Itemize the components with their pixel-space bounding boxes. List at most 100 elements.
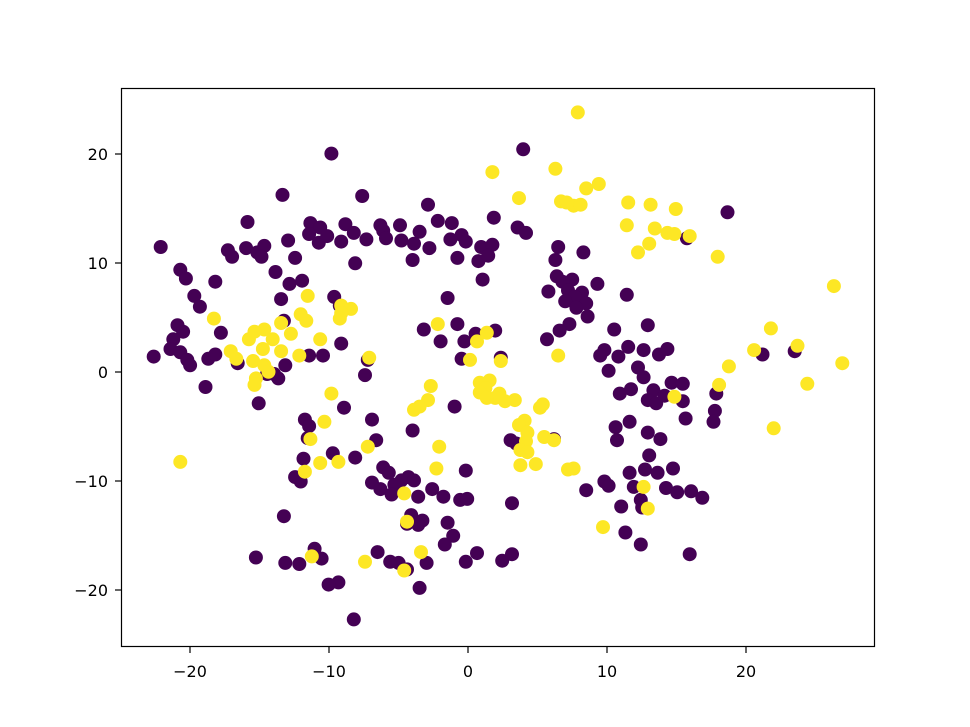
scatter-point-yellow (507, 393, 522, 408)
scatter-point-purple (419, 555, 434, 570)
scatter-point-purple (450, 250, 465, 265)
scatter-point-purple (393, 218, 407, 233)
scatter-point-yellow (299, 313, 314, 328)
scatter-point-yellow (255, 342, 270, 356)
scatter-point-purple (433, 334, 448, 349)
scatter-point-purple (324, 146, 339, 161)
scatter-point-purple (619, 287, 634, 302)
scatter-point-purple (633, 537, 648, 552)
scatter-point-purple (337, 400, 351, 415)
scatter-point-purple (622, 465, 637, 480)
y-tick-label: 0 (98, 363, 108, 382)
scatter-point-purple (358, 368, 372, 383)
scatter-point-purple (678, 411, 693, 426)
scatter-point-purple (440, 515, 455, 530)
scatter-point-purple (541, 284, 556, 299)
scatter-point-purple (275, 187, 290, 202)
scatter-point-yellow (619, 218, 634, 233)
scatter-point-yellow (579, 181, 594, 196)
scatter-point-purple (334, 234, 349, 249)
scatter-point-purple (348, 256, 363, 271)
scatter-point-purple (706, 414, 721, 429)
scatter-point-yellow (570, 105, 585, 120)
scatter-point-yellow (360, 439, 375, 454)
scatter-point-purple (251, 396, 266, 411)
scatter-point-yellow (712, 377, 727, 392)
y-tick-label: 20 (88, 145, 108, 164)
scatter-point-purple (659, 481, 673, 495)
scatter-point-purple (359, 232, 374, 247)
scatter-point-purple (334, 336, 349, 351)
scatter-point-yellow (682, 229, 697, 244)
scatter-point-purple (274, 292, 289, 307)
plot-frame (120, 87, 876, 648)
x-tick-label: 0 (463, 662, 473, 681)
scatter-point-purple (458, 234, 473, 249)
scatter-point-purple (282, 276, 297, 291)
scatter-point-purple (707, 403, 722, 418)
y-tick-label: −10 (74, 472, 108, 491)
scatter-point-purple (355, 189, 370, 203)
scatter-point-purple (416, 322, 431, 337)
scatter-point-purple (548, 253, 563, 267)
scatter-point-purple (636, 343, 651, 358)
y-tick-marks (115, 153, 122, 591)
x-tick-label: 10 (597, 662, 617, 681)
scatter-point-purple (447, 399, 462, 414)
scatter-point-purple (192, 299, 207, 314)
x-tick-label: −10 (312, 662, 346, 681)
scatter-point-purple (407, 236, 421, 251)
scatter-point-purple (411, 517, 426, 532)
scatter-point-purple (607, 322, 622, 337)
scatter-point-purple (425, 482, 440, 497)
scatter-point-purple (444, 216, 459, 231)
scatter-point-purple (610, 433, 624, 448)
scatter-point-yellow (397, 563, 412, 578)
scatter-point-purple (240, 215, 255, 229)
scatter-point-yellow (274, 316, 289, 330)
scatter-point-yellow (479, 390, 494, 405)
scatter-point-purple (503, 433, 518, 448)
scatter-point-purple (437, 537, 452, 552)
x-tick-label: −20 (173, 662, 207, 681)
scatter-point-purple (458, 463, 473, 478)
scatter-point-yellow (362, 350, 377, 365)
scatter-point-yellow (512, 191, 526, 206)
scatter-point-yellow (332, 311, 347, 326)
scatter-point-purple (675, 376, 690, 391)
points-layer (146, 105, 850, 627)
scatter-point-purple (486, 210, 501, 225)
scatter-point-purple (436, 489, 451, 504)
scatter-point-yellow (317, 414, 332, 429)
scatter-point-purple (608, 420, 623, 435)
scatter-point-purple (278, 358, 293, 373)
scatter-point-purple (590, 276, 605, 291)
scatter-point-purple (411, 489, 426, 504)
scatter-point-purple (443, 232, 458, 247)
scatter-point-purple (412, 224, 427, 239)
scatter-point-purple (695, 490, 710, 505)
scatter-point-yellow (642, 236, 657, 251)
scatter-point-purple (176, 324, 191, 339)
scatter-point-purple (412, 580, 427, 595)
scatter-point-purple (638, 462, 652, 477)
scatter-point-purple (505, 547, 519, 562)
scatter-point-yellow (643, 197, 658, 212)
scatter-point-purple (720, 205, 735, 220)
scatter-point-yellow (667, 389, 682, 404)
scatter-point-yellow (547, 433, 561, 448)
scatter-point-purple (666, 461, 680, 476)
scatter-point-yellow (173, 454, 188, 469)
scatter-point-yellow (206, 311, 221, 326)
scatter-point-purple (225, 249, 240, 264)
scatter-point-purple (384, 487, 399, 502)
scatter-point-yellow (432, 439, 447, 454)
scatter-point-purple (208, 274, 223, 289)
scatter-point-purple (664, 375, 679, 390)
scatter-point-purple (440, 291, 455, 305)
scatter-point-purple (552, 323, 567, 338)
scatter-point-purple (271, 371, 286, 386)
scatter-point-purple (458, 554, 473, 569)
scatter-point-purple (640, 425, 655, 440)
